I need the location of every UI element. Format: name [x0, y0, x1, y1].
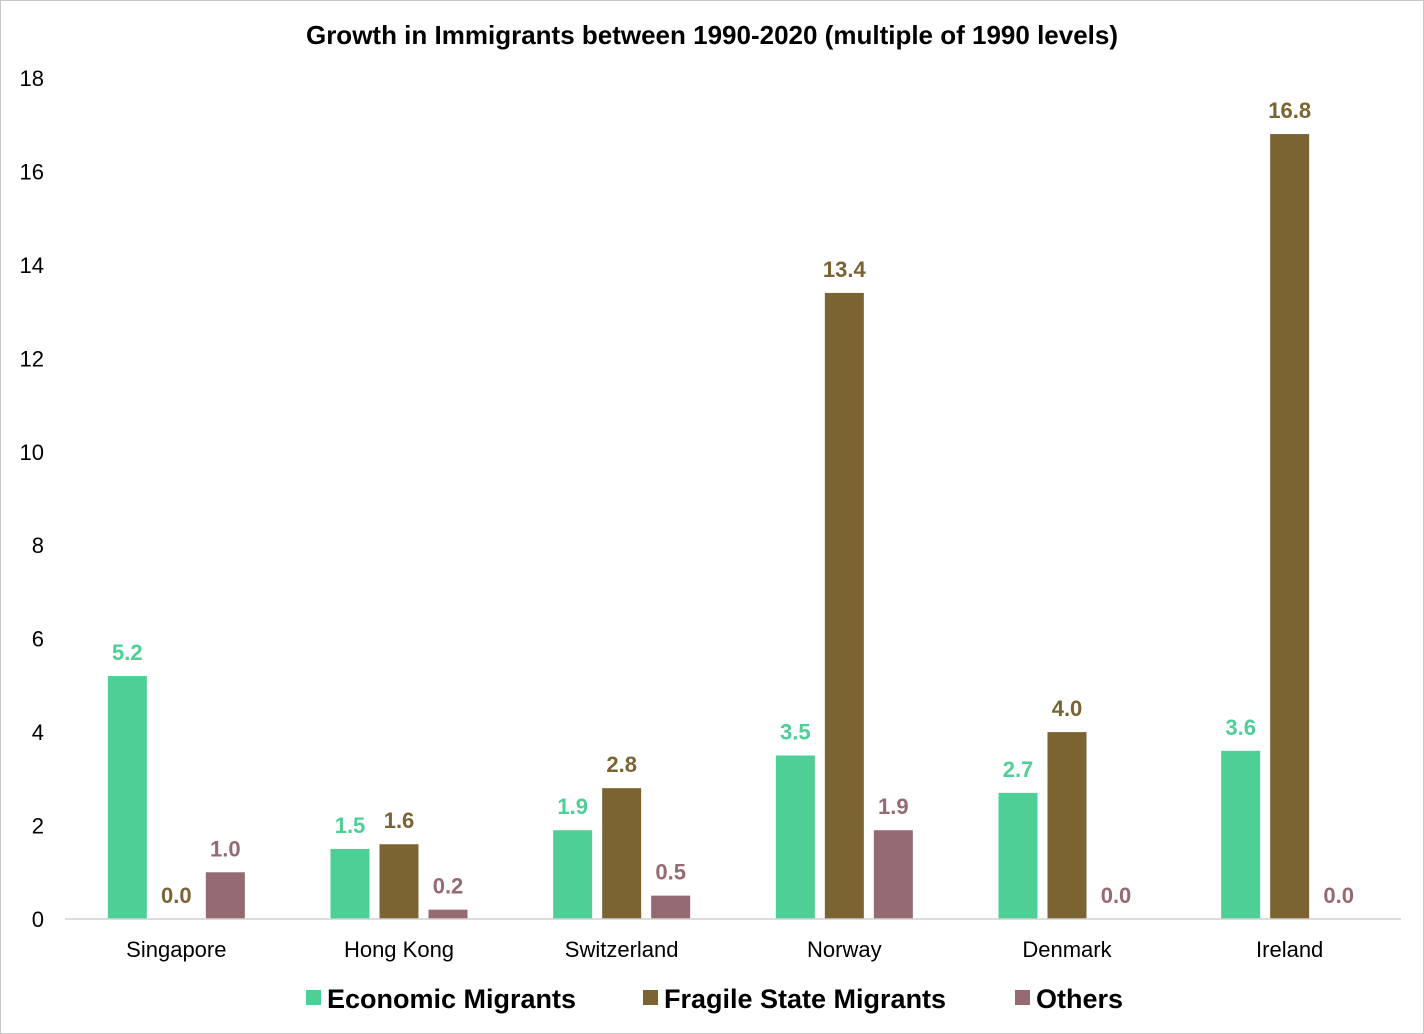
- bar: [379, 844, 419, 919]
- data-label: 1.5: [335, 813, 366, 838]
- bar: [1047, 732, 1087, 919]
- data-label: 1.0: [210, 836, 241, 861]
- data-labels-group: 5.2 0.0 1.0 1.5 1.6 0.2 1.9 2.8 0.5 3.5 13.4 1.9 2.7…: [112, 98, 1354, 908]
- x-category-label: Hong Kong: [344, 937, 454, 962]
- data-label: 0.2: [433, 874, 464, 899]
- y-tick-label: 18: [20, 66, 44, 91]
- data-label: 0.0: [161, 883, 192, 908]
- y-tick-label: 12: [20, 346, 44, 371]
- legend-swatch: [306, 990, 321, 1005]
- data-label: 0.5: [655, 860, 686, 885]
- data-label: 0.0: [1101, 883, 1132, 908]
- y-tick-label: 2: [32, 814, 44, 839]
- legend-label: Others: [1036, 984, 1123, 1014]
- data-label: 16.8: [1268, 98, 1311, 123]
- x-category-label: Switzerland: [565, 937, 679, 962]
- bar: [330, 848, 370, 919]
- chart-title: Growth in Immigrants between 1990-2020 (…: [306, 20, 1118, 50]
- y-tick-label: 6: [32, 627, 44, 652]
- bar: [1221, 750, 1261, 919]
- x-category-label: Norway: [807, 937, 882, 962]
- data-label: 13.4: [823, 257, 867, 282]
- bar: [873, 830, 913, 919]
- bar: [428, 909, 468, 919]
- bar: [553, 830, 593, 919]
- y-tick-label: 0: [32, 907, 44, 932]
- data-label: 1.9: [557, 794, 588, 819]
- bar: [824, 292, 864, 919]
- data-label: 0.0: [1323, 883, 1354, 908]
- x-axis: Singapore Hong Kong Switzerland Norway Denma…: [65, 918, 1401, 962]
- bar: [602, 788, 642, 919]
- bar: [107, 676, 147, 919]
- data-label: 5.2: [112, 640, 143, 665]
- y-tick-label: 4: [32, 720, 44, 745]
- data-label: 4.0: [1052, 696, 1083, 721]
- y-tick-label: 14: [20, 253, 44, 278]
- data-label: 1.6: [384, 808, 415, 833]
- bar: [775, 755, 815, 919]
- legend-label: Fragile State Migrants: [664, 984, 946, 1014]
- bars-group: [107, 134, 1310, 920]
- bar: [1270, 134, 1310, 920]
- y-tick-label: 10: [20, 440, 44, 465]
- y-tick-label: 16: [20, 159, 44, 184]
- data-label: 2.7: [1003, 757, 1034, 782]
- legend-label: Economic Migrants: [327, 984, 576, 1014]
- x-category-label: Singapore: [126, 937, 226, 962]
- bar: [998, 792, 1038, 919]
- x-category-label: Denmark: [1022, 937, 1112, 962]
- data-label: 2.8: [606, 752, 637, 777]
- bar: [205, 872, 245, 919]
- data-label: 3.6: [1225, 715, 1256, 740]
- bar: [651, 895, 691, 919]
- legend: Economic Migrants Fragile State Migrants O…: [306, 984, 1123, 1014]
- legend-swatch: [1015, 990, 1030, 1005]
- data-label: 3.5: [780, 719, 811, 744]
- x-category-label: Ireland: [1256, 937, 1323, 962]
- y-axis: 0 2 4 6 8 10 12 14 16 18: [20, 66, 44, 932]
- y-tick-label: 8: [32, 533, 44, 558]
- legend-swatch: [643, 990, 658, 1005]
- data-label: 1.9: [878, 794, 909, 819]
